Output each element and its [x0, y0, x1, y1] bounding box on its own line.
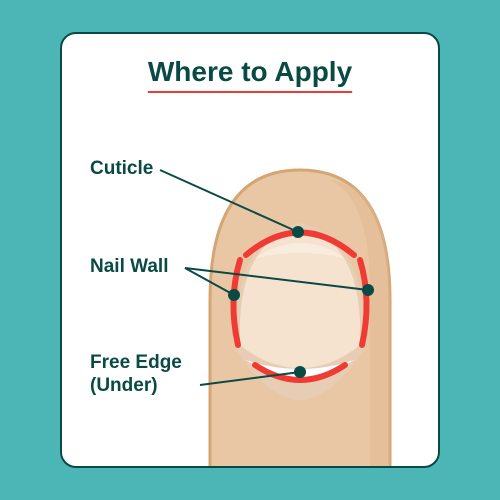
nail-wall-right-dot: [362, 284, 374, 296]
cuticle-dot: [292, 226, 304, 238]
free-edge-dot: [294, 366, 306, 378]
canvas: Where to Apply Cuticle Nail Wall Free Ed…: [0, 0, 500, 500]
finger-diagram: [0, 0, 500, 500]
nail-wall-left-dot: [228, 289, 240, 301]
